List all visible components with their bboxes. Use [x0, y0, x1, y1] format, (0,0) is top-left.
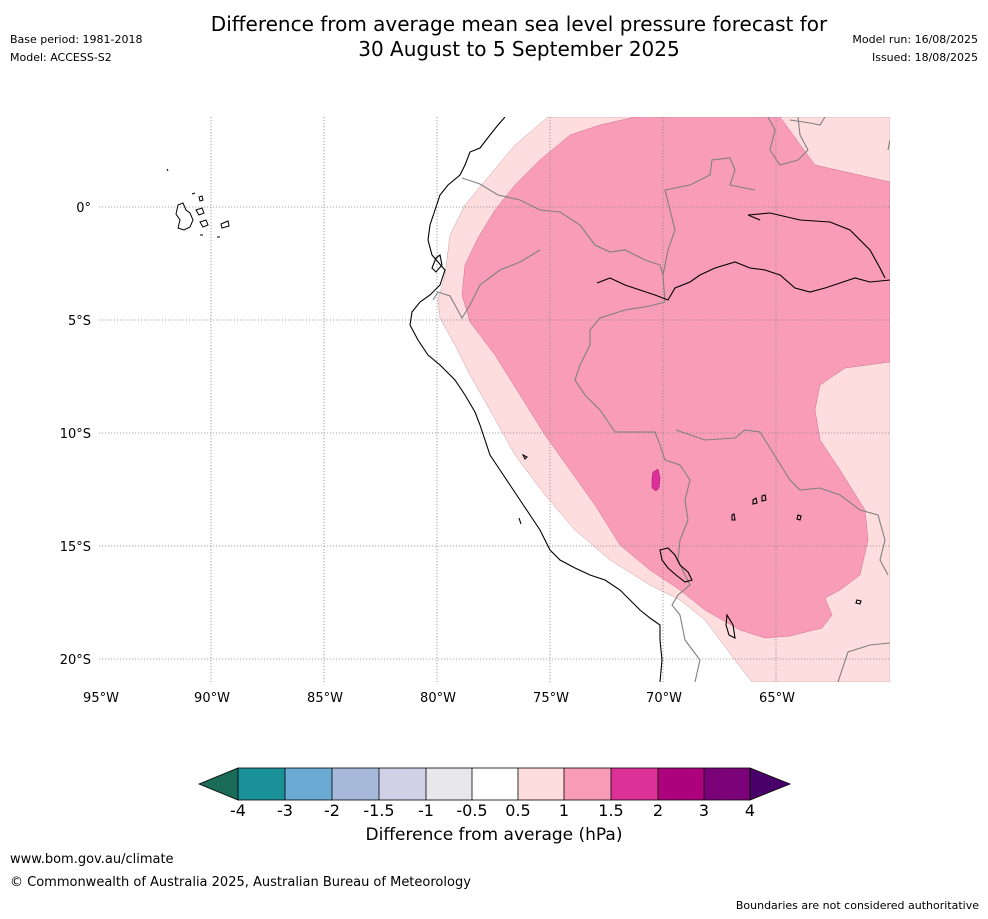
metadata-right: Model run: 16/08/2025 Issued: 18/08/2025 — [852, 31, 978, 67]
colorbar-tick: -4 — [230, 801, 246, 820]
longitude-labels: 95°W 90°W 85°W 80°W 75°W 70°W 65°W — [83, 691, 795, 706]
lon-label: 90°W — [194, 691, 230, 706]
model-text: Model: ACCESS-S2 — [10, 51, 112, 64]
map-title: Difference from average mean sea level p… — [0, 12, 988, 62]
lon-label: 75°W — [533, 691, 569, 706]
lat-label: 0° — [76, 201, 91, 216]
footer-note: Boundaries are not considered authoritat… — [735, 899, 979, 912]
lon-label: 65°W — [759, 691, 795, 706]
colorbar-tick: 1 — [559, 801, 569, 820]
anomaly-band-medium — [461, 117, 890, 639]
colorbar-tick: 3 — [699, 801, 709, 820]
galapagos-islands — [166, 168, 230, 238]
country-boundaries — [432, 117, 890, 682]
coastline — [409, 117, 890, 682]
colorbar-tick: -2 — [324, 801, 340, 820]
title-line-1: Difference from average mean sea level p… — [210, 12, 828, 36]
colorbar-tick: -3 — [277, 801, 293, 820]
colorbar-tick: 1.5 — [598, 801, 623, 820]
lat-label: 10°S — [60, 427, 91, 442]
lon-label: 70°W — [646, 691, 682, 706]
anomaly-patch-strong — [651, 468, 661, 492]
colorbar-tick: -1.5 — [363, 801, 394, 820]
lon-label: 95°W — [83, 691, 119, 706]
footer-copyright: © Commonwealth of Australia 2025, Austra… — [10, 875, 471, 890]
gridlines — [99, 117, 890, 682]
lat-label: 5°S — [68, 314, 91, 329]
colorbar-tick: 2 — [653, 801, 663, 820]
colorbar — [197, 767, 792, 801]
metadata-left: Base period: 1981-2018 Model: ACCESS-S2 — [10, 31, 142, 67]
footer-url: www.bom.gov.au/climate — [10, 852, 174, 867]
colorbar-tick: -1 — [418, 801, 434, 820]
lon-label: 85°W — [307, 691, 343, 706]
issued-text: Issued: 18/08/2025 — [871, 51, 978, 64]
map-area — [99, 117, 890, 682]
lat-label: 15°S — [60, 540, 91, 555]
model-run-text: Model run: 16/08/2025 — [852, 33, 978, 46]
colorbar-tick: 4 — [745, 801, 755, 820]
lat-label: 20°S — [60, 653, 91, 668]
colorbar-ticks: -4 -3 -2 -1.5 -1 -0.5 0.5 1 1.5 2 3 4 — [230, 801, 755, 820]
title-line-2: 30 August to 5 September 2025 — [358, 37, 680, 61]
base-period-text: Base period: 1981-2018 — [10, 33, 143, 46]
latitude-labels: 0° 5°S 10°S 15°S 20°S — [60, 201, 91, 668]
lon-label: 80°W — [420, 691, 456, 706]
colorbar-tick: 0.5 — [505, 801, 530, 820]
colorbar-tick: -0.5 — [456, 801, 487, 820]
colorbar-title: Difference from average (hPa) — [365, 825, 623, 845]
